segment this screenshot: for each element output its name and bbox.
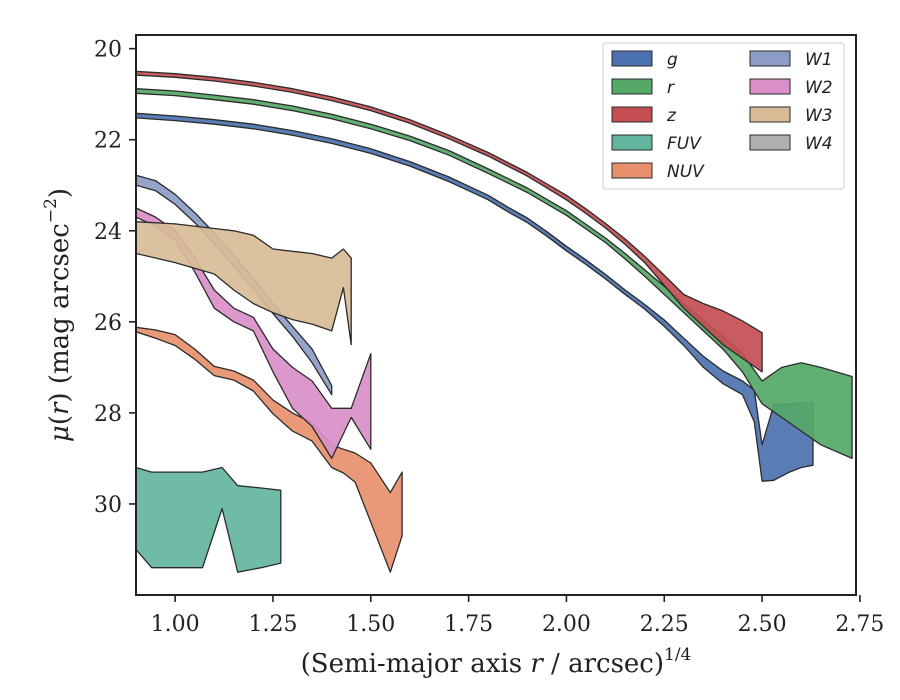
y-tick-label: 24	[94, 220, 122, 245]
y-tick-label: 28	[94, 402, 122, 427]
band-w1	[136, 174, 333, 396]
y-tick-label: 20	[94, 38, 122, 63]
y-tick-label: 30	[94, 493, 122, 518]
x-axis: 1.00 1.25 1.50 1.75 2.00 2.25 2.50 2.75	[151, 595, 884, 637]
plot-frame	[135, 34, 857, 596]
y-tick-label: 22	[94, 129, 122, 154]
band-z	[136, 70, 763, 373]
band-w2	[136, 207, 372, 460]
legend-label-w3: W3	[805, 106, 833, 126]
band-r	[136, 88, 853, 460]
legend-swatch-nuv	[611, 162, 653, 179]
legend-swatch-w3	[749, 106, 791, 123]
band-w3	[136, 221, 352, 346]
legend-label-z: z	[666, 106, 677, 126]
y-axis-label: μ(r) (mag arcsec−2)	[41, 188, 75, 442]
y-tick-label: 26	[94, 311, 122, 336]
legend-label-w4: W4	[805, 134, 833, 154]
x-axis-label: (Semi-major axis r / arcsec)1/4	[301, 645, 692, 679]
series-layer	[136, 70, 853, 573]
legend-label-w2: W2	[805, 78, 833, 98]
legend-swatch-g	[611, 50, 653, 67]
legend-swatch-z	[611, 106, 653, 123]
legend-swatch-fuv	[611, 134, 653, 151]
legend-swatch-w1	[749, 50, 791, 67]
x-tick-label: 2.50	[738, 612, 787, 637]
x-tick-label: 1.00	[151, 612, 200, 637]
legend-label-r: r	[667, 78, 675, 98]
legend-swatch-r	[611, 78, 653, 95]
x-tick-label: 2.00	[542, 612, 591, 637]
legend-label-nuv: NUV	[667, 162, 705, 182]
legend: grz FUV NUV W1 W2 W3 W4	[602, 42, 845, 190]
x-tick-label: 1.25	[248, 612, 297, 637]
x-tick-label: 2.75	[835, 612, 884, 637]
x-tick-label: 1.50	[346, 612, 395, 637]
x-tick-label: 1.75	[444, 612, 493, 637]
legend-swatch-w4	[749, 134, 791, 151]
band-fuv	[136, 466, 282, 573]
band-nuv	[136, 326, 403, 573]
x-tick-label: 2.25	[640, 612, 689, 637]
legend-swatch-w2	[749, 78, 791, 95]
legend-label-g: g	[667, 50, 678, 70]
band-g	[136, 112, 814, 482]
legend-label-w1: W1	[805, 50, 833, 70]
legend-label-fuv: FUV	[667, 134, 702, 154]
y-axis: 20 22 24 26 28 30	[94, 38, 136, 518]
